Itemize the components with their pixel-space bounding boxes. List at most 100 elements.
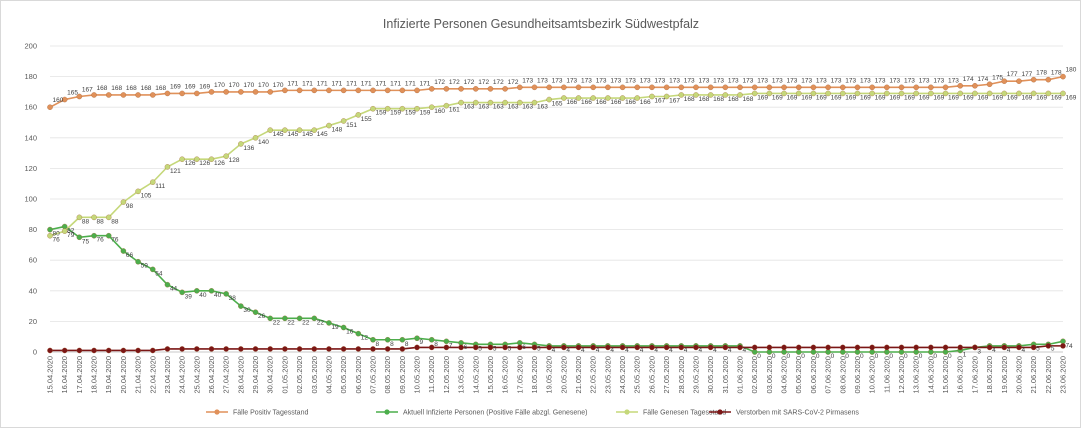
data-label: 128: [229, 157, 240, 164]
data-point: [164, 164, 171, 170]
data-label: 171: [405, 80, 416, 87]
data-point: [179, 90, 185, 97]
data-point: [105, 232, 112, 239]
data-point: [326, 87, 332, 94]
y-tick-label: 120: [24, 164, 37, 173]
data-point: [854, 90, 861, 97]
data-label: 169: [992, 94, 1003, 101]
data-point: [590, 84, 596, 91]
data-label: 105: [141, 192, 152, 199]
y-tick-label: 80: [29, 225, 37, 234]
data-point: [575, 344, 582, 351]
y-tick-label: 160: [24, 103, 37, 112]
x-tick-label: 19.06.2020: [1000, 356, 1009, 394]
legend: Fälle Positiv Tagesstand Aktuell Infizier…: [206, 409, 859, 417]
data-point: [722, 92, 729, 98]
data-label: 168: [111, 85, 122, 92]
data-point: [311, 87, 318, 94]
data-label: 168: [713, 96, 724, 103]
data-point: [1045, 343, 1052, 349]
data-label: 4: [596, 347, 600, 354]
data-label: 12: [361, 335, 369, 342]
data-label: 6: [522, 344, 526, 351]
data-point: [384, 346, 391, 352]
y-tick-label: 100: [24, 195, 37, 204]
data-label: 177: [1007, 71, 1018, 78]
data-label: 0: [904, 353, 908, 360]
data-point: [869, 90, 875, 97]
data-label: 66: [126, 252, 134, 259]
data-point: [252, 89, 259, 95]
data-label: 166: [596, 99, 607, 106]
data-point: [238, 141, 244, 147]
data-point: [428, 104, 435, 110]
data-label: 4: [698, 347, 702, 354]
data-point: [135, 188, 141, 195]
data-label: 173: [787, 77, 798, 84]
data-point: [76, 214, 83, 221]
data-label: 0: [831, 353, 835, 360]
data-label: 40: [214, 292, 222, 299]
data-point: [561, 95, 567, 101]
data-label: 173: [801, 77, 812, 84]
data-label: 5: [493, 345, 497, 352]
data-label: 174: [977, 76, 988, 83]
data-label: 168: [698, 96, 709, 103]
data-label: 4: [728, 347, 732, 354]
data-label: 173: [640, 77, 651, 84]
data-point: [194, 90, 200, 97]
data-point: [649, 93, 655, 100]
data-point: [913, 84, 919, 91]
x-tick-label: 26.05.2020: [647, 356, 656, 394]
x-tick-label: 14.06.2020: [926, 356, 935, 394]
data-point: [223, 89, 229, 95]
data-label: 8: [434, 341, 438, 348]
data-point: [47, 226, 53, 233]
data-label: 88: [97, 218, 105, 225]
data-point: [414, 105, 420, 112]
data-point: [399, 105, 406, 112]
data-point: [972, 344, 978, 351]
x-tick-label: 18.04.2020: [90, 356, 99, 394]
data-label: 4: [581, 347, 585, 354]
data-label: 173: [816, 77, 827, 84]
data-point: [502, 99, 508, 106]
x-tick-label: 28.05.2020: [677, 356, 686, 394]
data-point: [781, 344, 787, 351]
data-label: 173: [757, 77, 768, 84]
y-tick-label: 0: [33, 348, 37, 357]
data-point: [238, 346, 244, 352]
x-tick-label: 09.06.2020: [853, 356, 862, 394]
data-label: 7: [1066, 342, 1070, 349]
data-label: 22: [317, 319, 325, 326]
data-point: [663, 344, 670, 351]
data-point: [61, 228, 68, 234]
data-label: 4: [552, 347, 556, 354]
data-label: 159: [390, 110, 401, 117]
data-point: [795, 344, 802, 351]
data-point: [282, 315, 288, 322]
x-tick-label: 07.05.2020: [368, 356, 377, 394]
x-tick-label: 23.05.2020: [603, 356, 612, 394]
data-point: [150, 92, 156, 98]
x-tick-label: 22.05.2020: [589, 356, 598, 394]
data-label: 169: [1036, 94, 1047, 101]
data-point: [502, 344, 508, 351]
data-point: [150, 347, 156, 354]
data-label: 173: [669, 77, 680, 84]
data-label: 4: [1069, 343, 1073, 350]
data-point: [561, 84, 567, 91]
data-point: [649, 344, 655, 351]
data-point: [898, 344, 905, 351]
data-point: [722, 84, 729, 91]
data-point: [120, 248, 127, 254]
data-point: [1001, 344, 1008, 351]
data-label: 171: [302, 80, 313, 87]
data-label: 145: [273, 131, 284, 138]
legend-swatch-marker: [384, 409, 390, 415]
data-label: 22: [273, 319, 281, 326]
data-point: [76, 93, 83, 100]
data-point: [473, 99, 479, 106]
